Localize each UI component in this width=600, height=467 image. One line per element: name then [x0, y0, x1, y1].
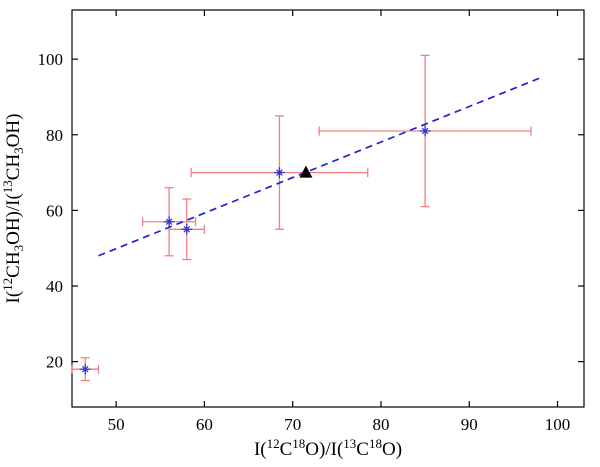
data-point-marker [163, 216, 175, 228]
data-point-marker [274, 167, 285, 178]
triangle-marker [299, 165, 313, 178]
x-tick-label: 60 [196, 415, 213, 434]
y-tick-label: 60 [46, 201, 63, 220]
fit-line [98, 77, 541, 257]
x-tick-label: 100 [545, 415, 571, 434]
y-tick-label: 20 [46, 353, 63, 372]
x-tick-label: 70 [284, 415, 301, 434]
x-axis-label: I(12C18O)/I(13C18O) [254, 436, 402, 460]
x-tick-label: 80 [372, 415, 389, 434]
y-axis-label: I(12CH3OH)/I(13CH3OH) [0, 114, 26, 304]
x-tick-label: 50 [108, 415, 125, 434]
y-tick-label: 100 [38, 50, 64, 69]
y-tick-label: 40 [46, 277, 63, 296]
y-tick-label: 80 [46, 126, 63, 145]
data-point-marker [79, 363, 91, 375]
data-point-marker [419, 125, 431, 137]
data-point-marker [181, 223, 193, 235]
plot-border [71, 9, 585, 408]
x-tick-label: 90 [461, 415, 478, 434]
